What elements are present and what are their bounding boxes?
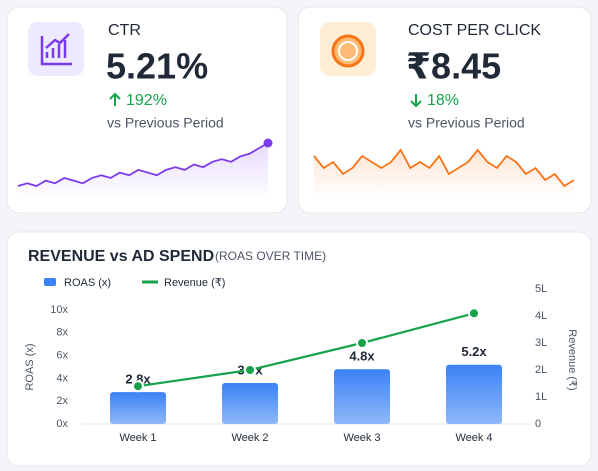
kpi-value: 5.21% bbox=[106, 46, 208, 87]
point bbox=[356, 337, 368, 349]
icon-box bbox=[28, 22, 84, 76]
down-arrow bbox=[410, 94, 422, 108]
bar bbox=[334, 369, 390, 424]
value-label: 2.8x bbox=[125, 372, 151, 387]
chart-icon bbox=[40, 33, 72, 66]
y2-axis-label: Revenue (₹) bbox=[566, 329, 578, 390]
chart-subtitle: (ROAS OVER TIME) bbox=[215, 249, 326, 263]
sparkline bbox=[313, 148, 575, 188]
kpi-change: 192% bbox=[126, 92, 167, 109]
chart-title: REVENUE vs AD SPEND bbox=[28, 248, 214, 265]
card bbox=[6, 231, 592, 467]
kpi-label: COST PER CLICK bbox=[408, 22, 541, 39]
y2-tick-label: 4L bbox=[535, 310, 547, 322]
y2-tick-label: 2L bbox=[535, 364, 547, 376]
y-tick-label: 10x bbox=[50, 304, 68, 316]
up-arrow bbox=[109, 92, 121, 106]
legend-label: ROAS (x) bbox=[64, 277, 111, 289]
sparkline-end bbox=[263, 138, 273, 148]
x-tick-label: Week 4 bbox=[455, 432, 492, 444]
y-tick-label: 8x bbox=[56, 327, 68, 339]
kpi-change: 18% bbox=[427, 92, 459, 109]
y2-tick-label: 3L bbox=[535, 337, 547, 349]
kpi-value: ₹8.45 bbox=[406, 46, 501, 87]
x-tick-label: Week 1 bbox=[119, 432, 156, 444]
y2-tick-label: 0 bbox=[535, 418, 541, 430]
x-tick-label: Week 2 bbox=[231, 432, 268, 444]
point bbox=[468, 307, 480, 320]
legend-label: Revenue (₹) bbox=[164, 277, 225, 289]
kpi-comparison: vs Previous Period bbox=[107, 115, 224, 131]
coin-icon bbox=[331, 34, 365, 68]
line bbox=[137, 312, 475, 388]
value-label: 5.2x bbox=[461, 344, 487, 359]
point bbox=[244, 364, 256, 376]
y2-tick-label: 1L bbox=[535, 391, 547, 403]
bar bbox=[222, 382, 278, 424]
y-tick-label: 4x bbox=[56, 372, 68, 384]
sparkline-area bbox=[314, 150, 574, 200]
y-tick-label: 6x bbox=[56, 350, 68, 362]
y2-tick-label: 5L bbox=[535, 283, 547, 295]
point bbox=[132, 380, 144, 393]
value-label: 4.8x bbox=[349, 349, 375, 364]
bar bbox=[110, 392, 166, 424]
y-axis-label: ROAS (x) bbox=[24, 343, 36, 390]
x-tick-label: Week 3 bbox=[343, 432, 380, 444]
bar bbox=[446, 364, 502, 424]
kpi-comparison: vs Previous Period bbox=[408, 115, 525, 131]
kpi-label: CTR bbox=[108, 22, 141, 39]
y-tick-label: 2x bbox=[56, 395, 68, 407]
y-tick-label: 0x bbox=[56, 418, 68, 430]
sparkline bbox=[17, 142, 269, 187]
legend-swatch bbox=[44, 278, 56, 286]
